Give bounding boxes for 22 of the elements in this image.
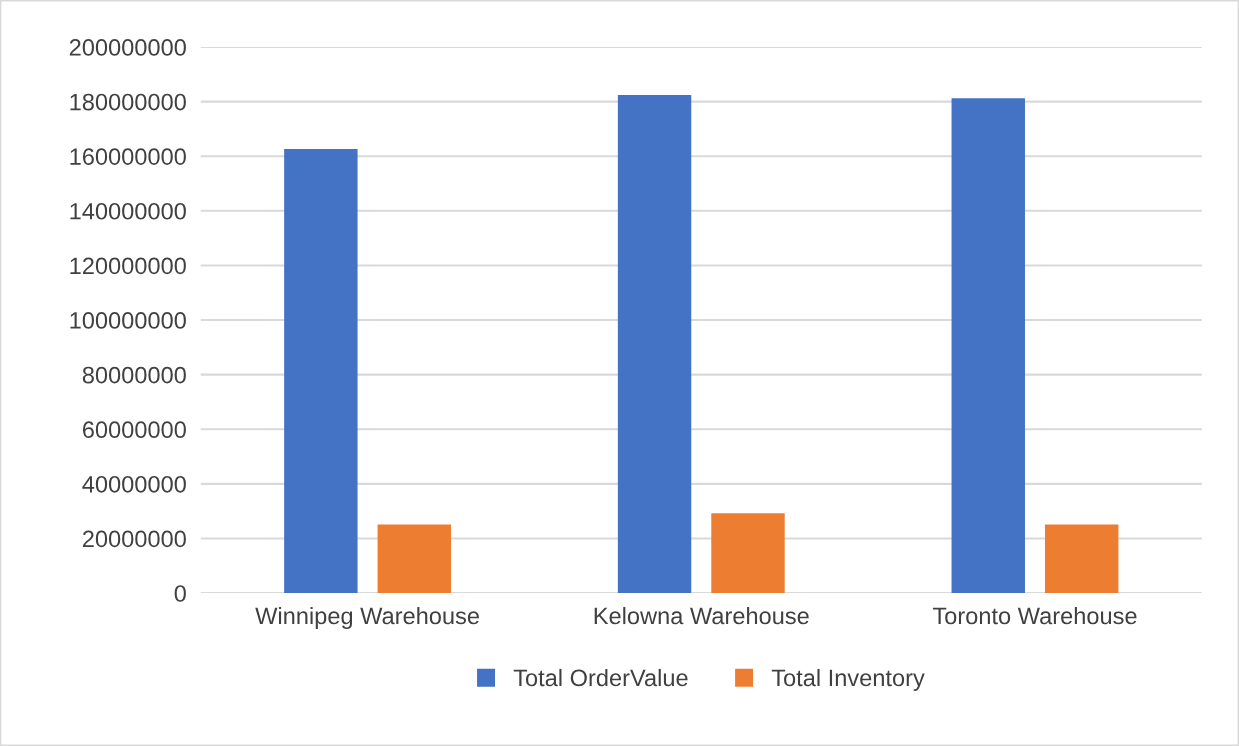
bar [951, 98, 1025, 594]
bar [377, 524, 451, 594]
bar [284, 149, 358, 594]
x-tick-label: Kelowna Warehouse [594, 606, 809, 625]
y-tick-label: 80000000 [82, 366, 186, 384]
bar [1044, 524, 1119, 594]
y-tick-label: 200000000 [69, 39, 186, 56]
y-tick-label: 60000000 [82, 421, 186, 439]
y-tick-label: 40000000 [82, 475, 186, 493]
x-tick-label: Toronto Warehouse [932, 606, 1137, 625]
y-tick-label: 160000000 [70, 148, 186, 165]
y-tick-label: 140000000 [70, 202, 186, 220]
legend-label: Total OrderValue [513, 668, 688, 687]
y-tick-label: 100000000 [70, 312, 186, 329]
y-tick-label: 180000000 [70, 93, 186, 111]
bar [617, 95, 692, 594]
bar [711, 513, 785, 594]
x-tick-label: Winnipeg Warehouse [255, 606, 479, 629]
y-tick-label: 120000000 [70, 257, 186, 275]
y-tick-label: 20000000 [82, 530, 186, 548]
legend-label: Total Inventory [771, 668, 925, 691]
y-tick-label: 0 [174, 585, 186, 602]
